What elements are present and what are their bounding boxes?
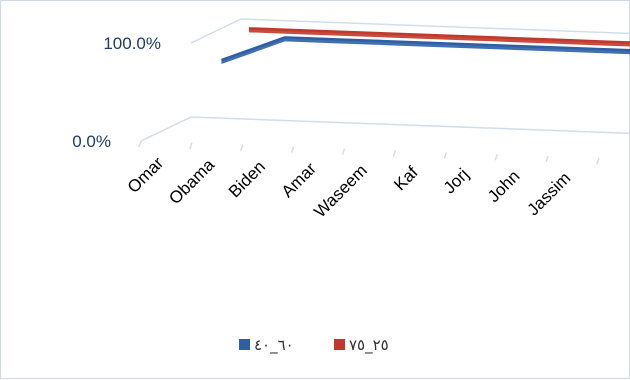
legend: ٦٠_٤٠ ٢٥_٧٥ xyxy=(239,336,389,355)
x-tick-label-0: Omar xyxy=(124,153,168,197)
y-axis-ticks: 0.0% 100.0% xyxy=(72,34,161,151)
x-tick-label-1: Obama xyxy=(165,155,218,208)
x-tick-label-2: Biden xyxy=(225,157,269,201)
x-tick-label-3: Amar xyxy=(278,159,320,201)
y-tick-label-0: 0.0% xyxy=(72,132,111,151)
x-tick-mark xyxy=(597,158,599,164)
x-tick-mark xyxy=(241,145,243,151)
legend-swatch-1 xyxy=(334,339,345,350)
x-tick-mark xyxy=(343,149,345,155)
legend-label-1: ٢٥_٧٥ xyxy=(349,336,389,355)
y-tick-label-1: 100.0% xyxy=(103,34,161,53)
x-tick-mark xyxy=(139,141,141,147)
x-tick-label-6: Jorj xyxy=(440,165,473,198)
legend-label-0: ٦٠_٤٠ xyxy=(254,336,294,355)
x-tick-mark xyxy=(444,152,446,158)
legend-item-0: ٦٠_٤٠ xyxy=(239,336,294,355)
x-tick-mark xyxy=(393,150,395,156)
series-lines xyxy=(221,28,630,64)
x-tick-label-5: Kaf xyxy=(390,163,422,195)
legend-swatch-0 xyxy=(239,339,250,350)
x-tick-mark xyxy=(292,147,294,153)
gridline-0 xyxy=(141,117,630,141)
x-tick-mark xyxy=(495,154,497,160)
x-tick-mark xyxy=(546,156,548,162)
x-tick-label-7: John xyxy=(484,167,524,207)
x-tick-label-8: Jassim xyxy=(524,168,575,219)
x-tick-label-4: Waseem xyxy=(310,161,370,221)
legend-item-1: ٢٥_٧٥ xyxy=(334,336,389,355)
x-tick-mark xyxy=(190,143,192,149)
